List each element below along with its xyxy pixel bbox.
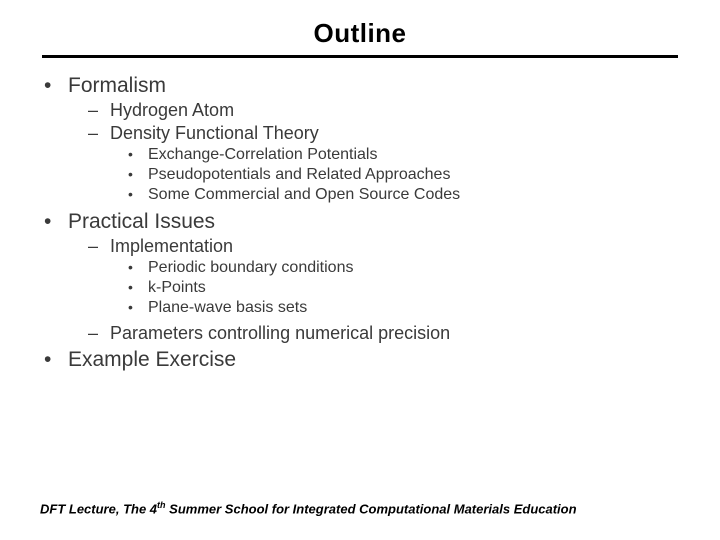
list-item: Exchange-Correlation Potentials xyxy=(128,146,688,164)
list-item: k-Points xyxy=(128,279,688,297)
list-item: Plane-wave basis sets xyxy=(128,299,688,317)
list-item: Pseudopotentials and Related Approaches xyxy=(128,166,688,184)
bullet-text: Some Commercial and Open Source Codes xyxy=(128,186,460,203)
bullet-text: Exchange-Correlation Potentials xyxy=(128,146,377,163)
bullet-text: Practical Issues xyxy=(44,210,215,233)
list-item: Example Exercise xyxy=(44,348,688,372)
bullet-list-lvl3: Exchange-Correlation Potentials Pseudopo… xyxy=(88,146,688,204)
bullet-text: Density Functional Theory xyxy=(88,123,319,143)
list-item: Some Commercial and Open Source Codes xyxy=(128,186,688,204)
list-item: Density Functional Theory Exchange-Corre… xyxy=(88,123,688,204)
footer-superscript: th xyxy=(157,500,166,510)
list-item: Periodic boundary conditions xyxy=(128,259,688,277)
bullet-text: Hydrogen Atom xyxy=(88,100,234,120)
bullet-list-lvl3: Periodic boundary conditions k-Points Pl… xyxy=(88,259,688,317)
bullet-list-lvl2: Implementation Periodic boundary conditi… xyxy=(44,236,688,344)
list-item: Practical Issues Implementation Periodic… xyxy=(44,210,688,344)
bullet-text: Plane-wave basis sets xyxy=(128,299,307,316)
slide: Outline Formalism Hydrogen Atom Density … xyxy=(0,0,720,540)
list-item: Parameters controlling numerical precisi… xyxy=(88,323,688,344)
slide-title: Outline xyxy=(32,18,688,49)
bullet-text: Periodic boundary conditions xyxy=(128,259,353,276)
bullet-text: k-Points xyxy=(128,279,206,296)
footer-text-before-sup: The 4 xyxy=(119,501,157,516)
slide-footer: DFT Lecture, The 4th Summer School for I… xyxy=(40,500,680,516)
slide-content: Formalism Hydrogen Atom Density Function… xyxy=(32,74,688,372)
bullet-text: Parameters controlling numerical precisi… xyxy=(88,323,450,343)
bullet-text: Implementation xyxy=(88,236,233,256)
footer-text-after-sup: Summer School for Integrated Computation… xyxy=(166,501,577,516)
bullet-list-lvl2: Hydrogen Atom Density Functional Theory … xyxy=(44,100,688,204)
bullet-text: Formalism xyxy=(44,74,166,97)
list-item: Formalism Hydrogen Atom Density Function… xyxy=(44,74,688,204)
list-item: Hydrogen Atom xyxy=(88,100,688,121)
footer-lead: DFT Lecture, xyxy=(40,501,119,516)
bullet-list-lvl1: Formalism Hydrogen Atom Density Function… xyxy=(44,74,688,372)
title-rule xyxy=(42,55,678,58)
bullet-text: Example Exercise xyxy=(44,348,236,371)
list-item: Implementation Periodic boundary conditi… xyxy=(88,236,688,317)
bullet-text: Pseudopotentials and Related Approaches xyxy=(128,166,450,183)
